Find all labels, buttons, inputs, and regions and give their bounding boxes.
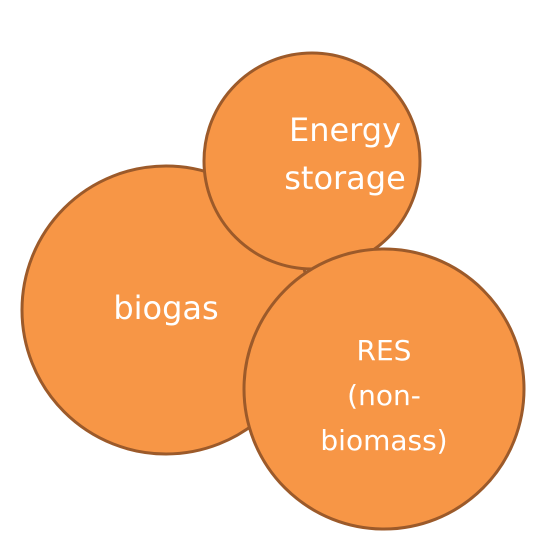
- node-label: RES: [357, 334, 412, 367]
- node-label: biogas: [113, 289, 218, 327]
- node-label: Energy: [289, 111, 401, 149]
- res-circle: [242, 247, 526, 531]
- node-label: storage: [284, 159, 406, 197]
- node-label: (non-: [347, 379, 421, 412]
- node-label: biomass): [320, 424, 447, 457]
